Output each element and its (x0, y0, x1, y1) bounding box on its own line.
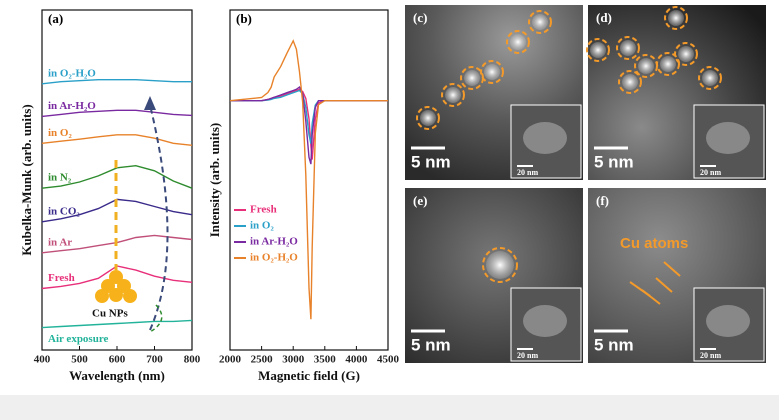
particle (620, 40, 636, 56)
series-label: in N₂ (48, 172, 72, 184)
panel-label: (c) (413, 10, 427, 25)
micrographs: (c) 20 nm 5 nm (d) 20 nm 5 nm (e) 20 nm 5 nm (f) 2… (405, 5, 766, 363)
series-line (41, 79, 192, 85)
cu-np (123, 289, 137, 303)
particle (660, 56, 676, 72)
series-line (41, 134, 193, 146)
x-tick-label: 800 (184, 354, 201, 366)
particle (532, 14, 548, 30)
series-label: in Ar (48, 236, 72, 248)
particle-ring (506, 30, 530, 54)
inset-scale: 20 nm (700, 168, 721, 177)
x-tick-label: 500 (71, 354, 88, 366)
particle-ring (698, 66, 722, 90)
scale-label: 5 nm (411, 335, 451, 354)
particle (590, 42, 606, 58)
inset-texture (706, 122, 750, 154)
scale-label: 5 nm (411, 152, 451, 171)
footer-band (0, 395, 779, 420)
annotation: Cu NPs (92, 308, 128, 320)
arrow (149, 304, 163, 333)
particle-ring (480, 60, 504, 84)
x-tick-label: 700 (146, 354, 163, 366)
x-tick-label: 600 (109, 354, 126, 366)
series-label: Fresh (48, 272, 75, 284)
x-tick-label: 4000 (345, 354, 368, 366)
x-tick-label: 2000 (219, 354, 242, 366)
scale-label: 5 nm (594, 335, 634, 354)
cu-np (109, 288, 123, 302)
x-tick-label: 2500 (251, 354, 274, 366)
particle (420, 110, 436, 126)
particle (484, 64, 500, 80)
particle (486, 251, 514, 279)
arrow (655, 277, 673, 293)
arrow (149, 104, 169, 331)
cu-np (109, 270, 123, 284)
particle (622, 74, 638, 90)
particle (702, 70, 718, 86)
arrow (663, 261, 681, 277)
legend-label: in Ar-H₂O (250, 236, 298, 248)
x-axis-label: Wavelength (nm) (69, 368, 165, 383)
particle-ring (616, 36, 640, 60)
y-axis-label: Intensity (arb. units) (207, 123, 222, 238)
particle (464, 70, 480, 86)
series-label: in O₂ (48, 127, 72, 139)
particle (678, 46, 694, 62)
inset-scale: 20 nm (700, 351, 721, 360)
legend-label: in O₂ (250, 220, 274, 232)
annotation: Cu atoms (620, 235, 688, 252)
series-line (41, 319, 193, 329)
particle-ring (618, 70, 642, 94)
x-tick-label: 4500 (377, 354, 400, 366)
inset-texture (706, 305, 750, 337)
inset-texture (523, 122, 567, 154)
particle-ring (674, 42, 698, 66)
panel-label: (b) (236, 11, 252, 26)
particle-ring (441, 83, 465, 107)
particle-ring (586, 38, 610, 62)
inset-texture (523, 305, 567, 337)
panel-label: (e) (413, 193, 427, 208)
inset-scale: 20 nm (517, 168, 538, 177)
particle-ring (528, 10, 552, 34)
legend-label: in O₂-H₂O (250, 252, 298, 264)
panel-label: (d) (596, 10, 612, 25)
particle-ring (416, 106, 440, 130)
particle (510, 34, 526, 50)
plot-frame (229, 9, 389, 351)
series-line (230, 88, 388, 160)
panel-label: (a) (48, 11, 63, 26)
panel-label: (f) (596, 193, 609, 208)
legend-label: Fresh (250, 204, 277, 216)
particle (668, 10, 684, 26)
cu-np (95, 289, 109, 303)
particle (638, 58, 654, 74)
x-tick-label: 3000 (282, 354, 305, 366)
particle-ring (664, 6, 688, 30)
particle-ring (482, 247, 518, 283)
series-line (229, 39, 388, 320)
x-tick-label: 400 (34, 354, 51, 366)
series-label: Air exposure (48, 333, 109, 345)
y-axis-label: Kubelka-Munk (arb. units) (19, 104, 34, 255)
series-label: in Ar-H₂O (48, 100, 96, 112)
x-tick-label: 3500 (314, 354, 337, 366)
scale-label: 5 nm (594, 152, 634, 171)
particle (445, 87, 461, 103)
x-axis-label: Magnetic field (G) (258, 368, 360, 383)
particle-ring (656, 52, 680, 76)
series-label: in CO₂ (48, 205, 80, 217)
series-label: in O₂-H₂O (48, 67, 96, 79)
arrow-head (144, 96, 156, 110)
inset-scale: 20 nm (517, 351, 538, 360)
arrow (641, 289, 661, 305)
series-line (41, 109, 193, 118)
